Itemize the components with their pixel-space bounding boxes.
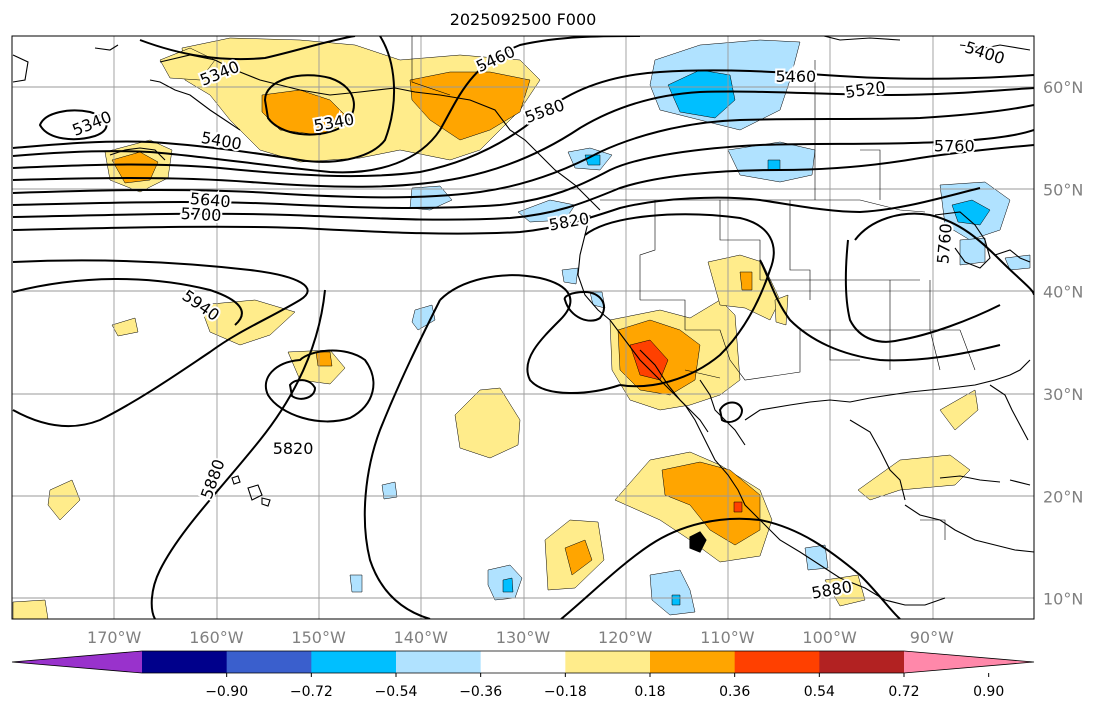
x-tick-label: 100°W <box>802 628 857 647</box>
height-contours <box>12 36 1034 619</box>
colorbar-outline <box>11 650 1035 674</box>
colorbar-tick-label: −0.36 <box>459 684 502 700</box>
x-tick-label: 140°W <box>394 628 449 647</box>
colorbar-extend-low <box>12 651 142 673</box>
contour-label: 5760 <box>933 223 955 265</box>
colorbar-segment <box>226 651 312 673</box>
y-axis-tick-labels: 60°N 50°N 40°N 30°N 20°N 10°N <box>1043 78 1083 608</box>
map-frame <box>11 35 1035 620</box>
contour-label: 5640 <box>189 189 231 211</box>
colorbar-segment <box>734 651 820 673</box>
colorbar-tick-label: 0.90 <box>973 684 1004 700</box>
y-tick-label: 20°N <box>1043 487 1083 506</box>
colorbar-extend-high <box>904 651 1034 673</box>
contour-label: 5700 <box>180 204 222 225</box>
x-tick-label: 160°W <box>189 628 244 647</box>
colorbar-segment <box>480 651 566 673</box>
x-tick-label: 170°W <box>87 628 142 647</box>
colorbar-segment <box>396 651 482 673</box>
x-tick-label: 130°W <box>496 628 551 647</box>
colorbar-segment <box>142 651 228 673</box>
y-tick-label: 10°N <box>1043 590 1083 609</box>
colorbar-tick-label: −0.72 <box>290 684 333 700</box>
y-tick-label: 60°N <box>1043 78 1083 97</box>
contour-label: 5460 <box>776 67 817 86</box>
colorbar-segment <box>311 651 397 673</box>
y-tick-label: 40°N <box>1043 283 1083 302</box>
y-tick-label: 50°N <box>1043 180 1083 199</box>
colorbar-tick-label: −0.90 <box>205 684 248 700</box>
colorbar-tick-label: −0.18 <box>544 684 587 700</box>
contour-label: 5820 <box>273 439 314 458</box>
x-axis-tick-labels: 170°W 160°W 150°W 140°W 130°W 120°W 110°W 100°W… <box>87 628 954 647</box>
colorbar-tick-label: 0.36 <box>719 684 750 700</box>
colorbar-tick-label: 0.18 <box>634 684 665 700</box>
x-tick-label: 90°W <box>910 628 954 647</box>
y-tick-label: 30°N <box>1043 385 1083 404</box>
graticule <box>12 36 1034 619</box>
contour-label: 5760 <box>934 136 975 155</box>
colorbar-tick-label: −0.54 <box>375 684 418 700</box>
anomaly-fill-negative-mid <box>502 69 991 606</box>
colorbar-segment <box>565 651 651 673</box>
coastlines <box>12 36 1034 606</box>
colorbar-segment <box>819 651 905 673</box>
x-tick-label: 120°W <box>598 628 653 647</box>
x-tick-label: 150°W <box>291 628 346 647</box>
colorbar-tick-label: 0.72 <box>888 684 919 700</box>
colorbar: −0.90 −0.72 −0.54 −0.36 −0.18 0.18 0.36 0.54 0.7… <box>11 650 1035 700</box>
colorbar-segment <box>650 651 736 673</box>
figure-title: 2025092500 F000 <box>450 10 597 29</box>
colorbar-tick-label: 0.54 <box>804 684 835 700</box>
x-tick-label: 110°W <box>700 628 755 647</box>
